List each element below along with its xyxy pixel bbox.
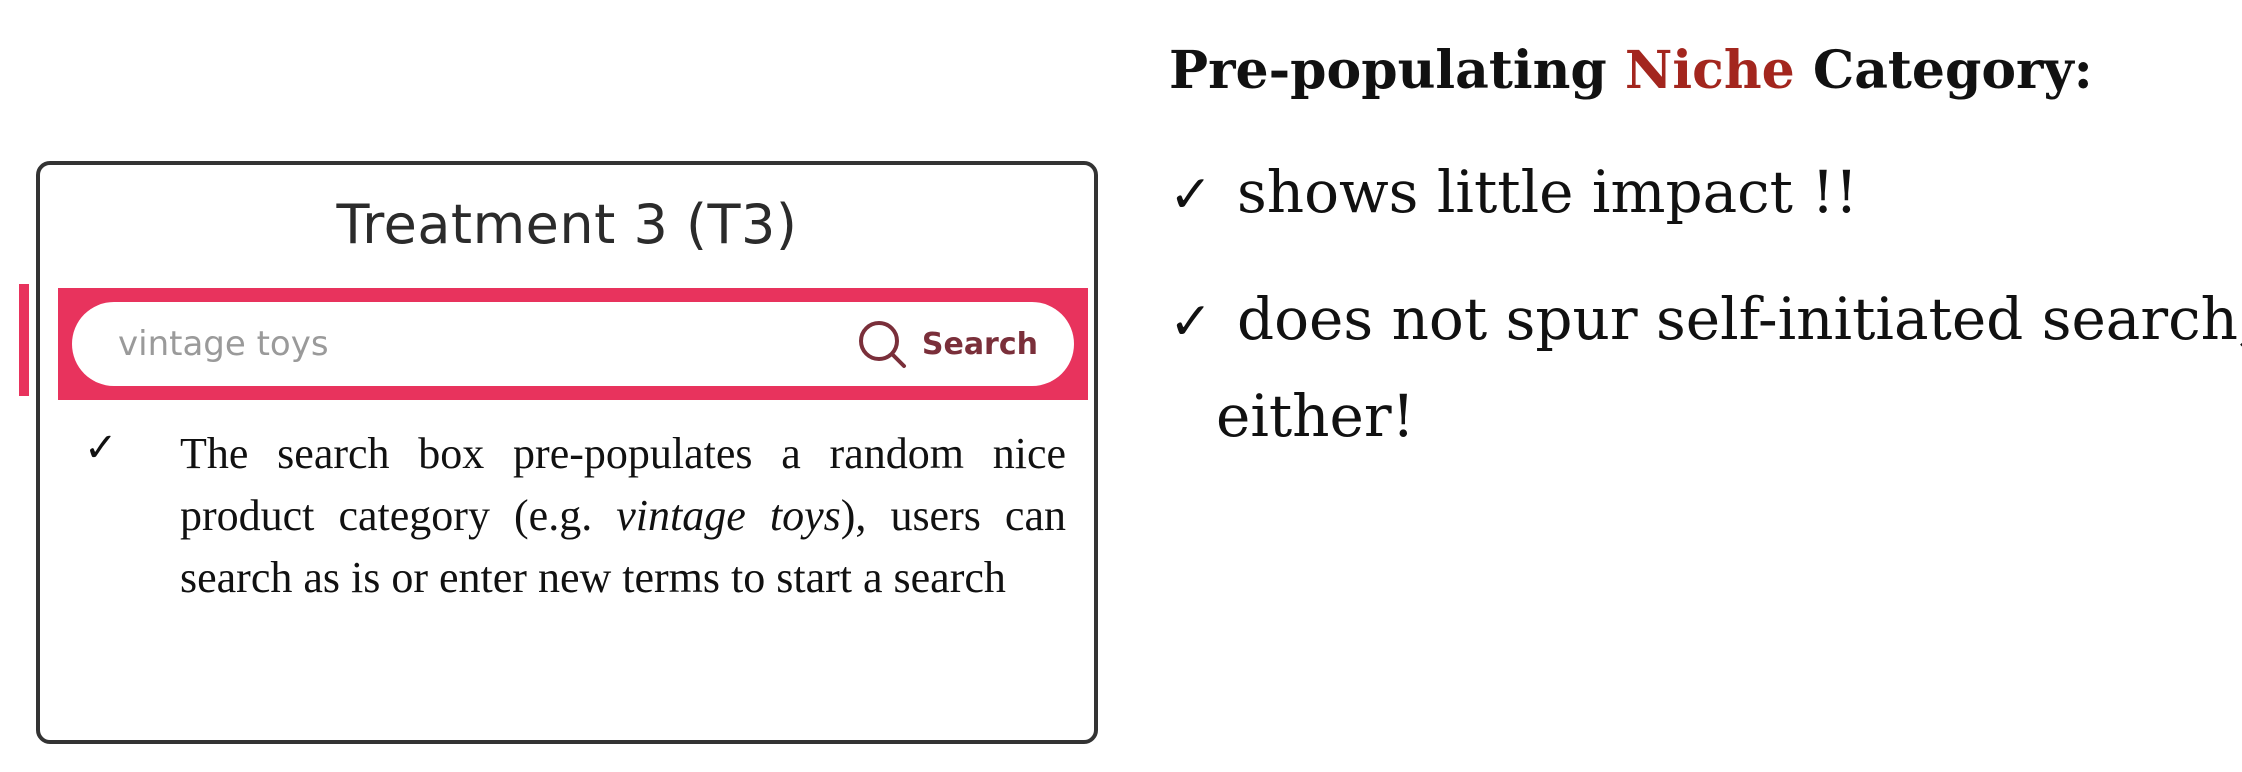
check-icon: ✓ [84, 425, 118, 471]
search-bar-band: vintage toys Search [58, 288, 1088, 400]
bullet-text: shows little impact !! [1237, 158, 1859, 226]
heading-accent: Niche [1624, 40, 1795, 101]
search-button[interactable]: Search [921, 326, 1038, 362]
bullet-item: ✓ shows little impact !! [1169, 158, 1858, 226]
treatment-title: Treatment 3 (T3) [336, 193, 798, 256]
slide-heading: Pre-populating Niche Category: [1169, 40, 2093, 101]
bullet-text-continuation: either! [1216, 382, 1415, 450]
check-icon: ✓ [1169, 292, 1213, 352]
search-input[interactable]: vintage toys [118, 324, 329, 364]
description-text: The search box pre-populates a random ni… [180, 429, 1066, 602]
treatment-mockup-card: Treatment 3 (T3) vintage toys Search ✓ T… [36, 161, 1098, 744]
check-icon: ✓ [1169, 165, 1213, 225]
treatment-description: ✓ The search box pre-populates a random … [84, 423, 1074, 609]
bullet-text: does not spur self-initiated search, [1237, 285, 2242, 353]
example-category: vintage toys [616, 491, 841, 540]
band-edge-mark [19, 284, 29, 396]
search-box[interactable]: vintage toys Search [72, 302, 1074, 386]
search-icon[interactable] [856, 318, 908, 370]
bullet-item: ✓ does not spur self-initiated search, [1169, 285, 2242, 353]
